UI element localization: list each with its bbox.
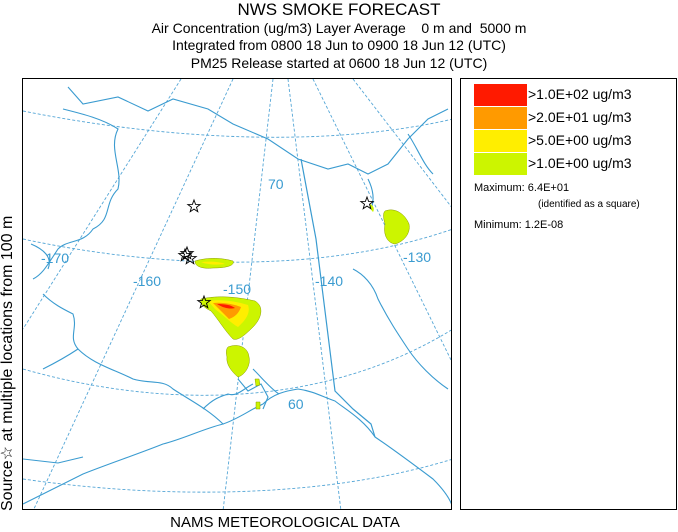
source-star-icon [359,195,375,210]
source-side-label: Source☆ at multiple locations from 100 m [0,75,23,512]
legend-label: >5.0E+00 ug/m3 [528,132,632,148]
legend-swatch [474,107,527,129]
lat-label-70: 70 [268,176,284,192]
source-markers [177,195,375,309]
forecast-title: NWS SMOKE FORECAST [237,0,441,19]
source-star-icon [182,250,198,265]
graticule [23,79,451,509]
smoke-forecast-map: -170 -160 -150 -140 -130 70 60 [22,78,452,510]
legend-label: >1.0E+02 ug/m3 [528,86,632,102]
legend-swatch [474,153,527,175]
source-star-icon [196,294,212,309]
lon-label-150: -150 [223,281,251,297]
coastline [23,86,451,505]
concentration-subtitle: Air Concentration (ug/m3) Layer Average … [151,20,527,36]
source-star-icon [186,198,202,213]
lat-label-60: 60 [288,396,304,412]
border-line [300,158,376,438]
maximum-value: Maximum: 6.4E+01 [474,182,570,194]
source-star-icon [177,247,193,262]
legend-swatch [474,130,527,152]
lon-label-130: -130 [403,249,431,265]
integration-period: Integrated from 0800 18 Jun to 0900 18 J… [172,37,506,53]
legend-label: >1.0E+00 ug/m3 [528,155,632,171]
lon-label-160: -160 [133,273,161,289]
legend-panel: >1.0E+02 ug/m3 >2.0E+01 ug/m3 >5.0E+00 u… [460,78,677,510]
lon-label-140: -140 [315,273,343,289]
smoke-plumes [194,204,410,410]
data-source-footer: NAMS METEOROLOGICAL DATA [170,514,400,531]
lon-label-170: -170 [41,250,69,266]
source-side-label-text: Source☆ at multiple locations from 100 m [0,216,16,511]
legend-label: >2.0E+01 ug/m3 [528,109,632,125]
legend-swatch [474,84,527,106]
minimum-value: Minimum: 1.2E-08 [474,219,564,231]
release-info: PM25 Release started at 0600 18 Jun 12 (… [190,55,488,71]
maximum-note: (identified as a square) [538,199,640,210]
